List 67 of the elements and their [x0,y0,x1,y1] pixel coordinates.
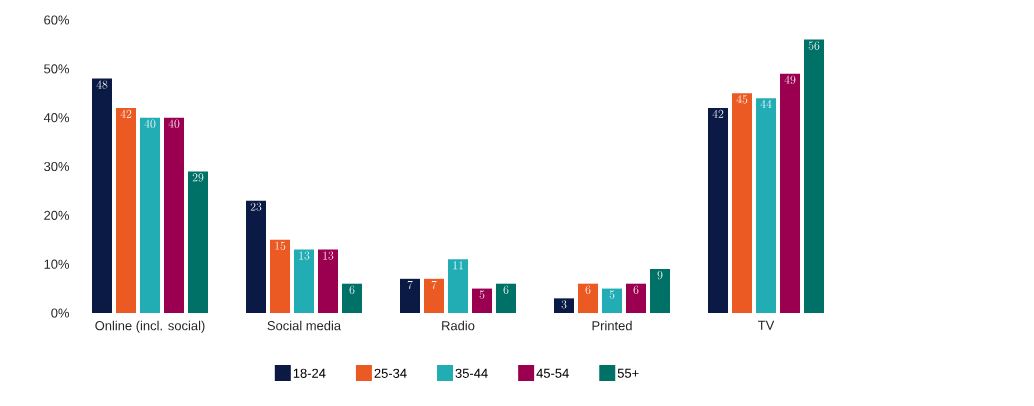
bar [92,78,113,313]
y-tick-label: 40% [43,113,70,123]
bar [650,269,671,313]
legend-label: 18-24 [293,368,326,378]
data-label: 6 [633,285,639,294]
bar [246,200,267,313]
data-label: 5 [479,290,485,299]
data-label: 49 [784,75,796,84]
bar [294,249,315,313]
bar [578,283,599,313]
data-label: 42 [120,109,132,118]
bar [732,93,753,313]
data-label: 3 [561,300,567,309]
data-label: 6 [349,285,355,294]
data-label: 42 [712,109,724,118]
y-tick-label: 20% [44,210,70,220]
bar [602,288,623,313]
bar [164,117,185,313]
bar [188,171,209,313]
data-label: 7 [431,280,437,289]
bar [342,283,363,313]
data-label: 6 [585,285,591,294]
bar [318,249,339,313]
data-label: 15 [275,241,286,250]
data-label: 45 [736,95,748,104]
bar [708,107,729,313]
x-tick-label: Online (incl. social) [95,320,205,333]
bar [496,283,517,313]
x-tick-label: Printed [592,320,632,331]
y-tick-label: 60% [44,15,70,25]
bar [270,239,291,313]
data-label: 23 [250,202,262,211]
data-label: 56 [808,41,820,50]
data-label: 40 [144,119,156,128]
bar [116,107,137,313]
data-label: 29 [192,173,204,182]
data-label: 6 [503,285,509,294]
y-tick-label: 50% [44,64,70,74]
legend-label: 25-34 [374,368,407,378]
x-tick-label: Radio [442,320,475,331]
bar [472,288,493,313]
data-label: 13 [299,251,310,260]
bar [780,73,801,313]
y-tick-label: 30% [44,161,70,172]
data-label: 11 [453,261,463,270]
x-tick-label: Social media [267,320,342,331]
legend-label: 35-44 [455,368,488,378]
bar [448,259,469,313]
legend-label: 45-54 [536,368,569,378]
data-label: 7 [407,280,413,289]
legend-label: 55+ [617,368,639,378]
data-label: 13 [323,251,334,260]
data-label: 48 [96,80,108,89]
bar [804,39,825,313]
bar [554,298,575,313]
y-tick-label: 0% [51,308,70,318]
bar [140,117,161,313]
data-label: 5 [609,290,615,299]
data-label: 9 [657,271,663,280]
bar [756,98,777,313]
data-label: 40 [168,119,180,128]
bar [400,278,421,313]
bar [626,283,647,313]
y-tick-label: 10% [44,259,70,269]
bar [424,278,445,313]
data-label: 44 [760,99,772,109]
x-tick-label: TV [758,320,775,330]
